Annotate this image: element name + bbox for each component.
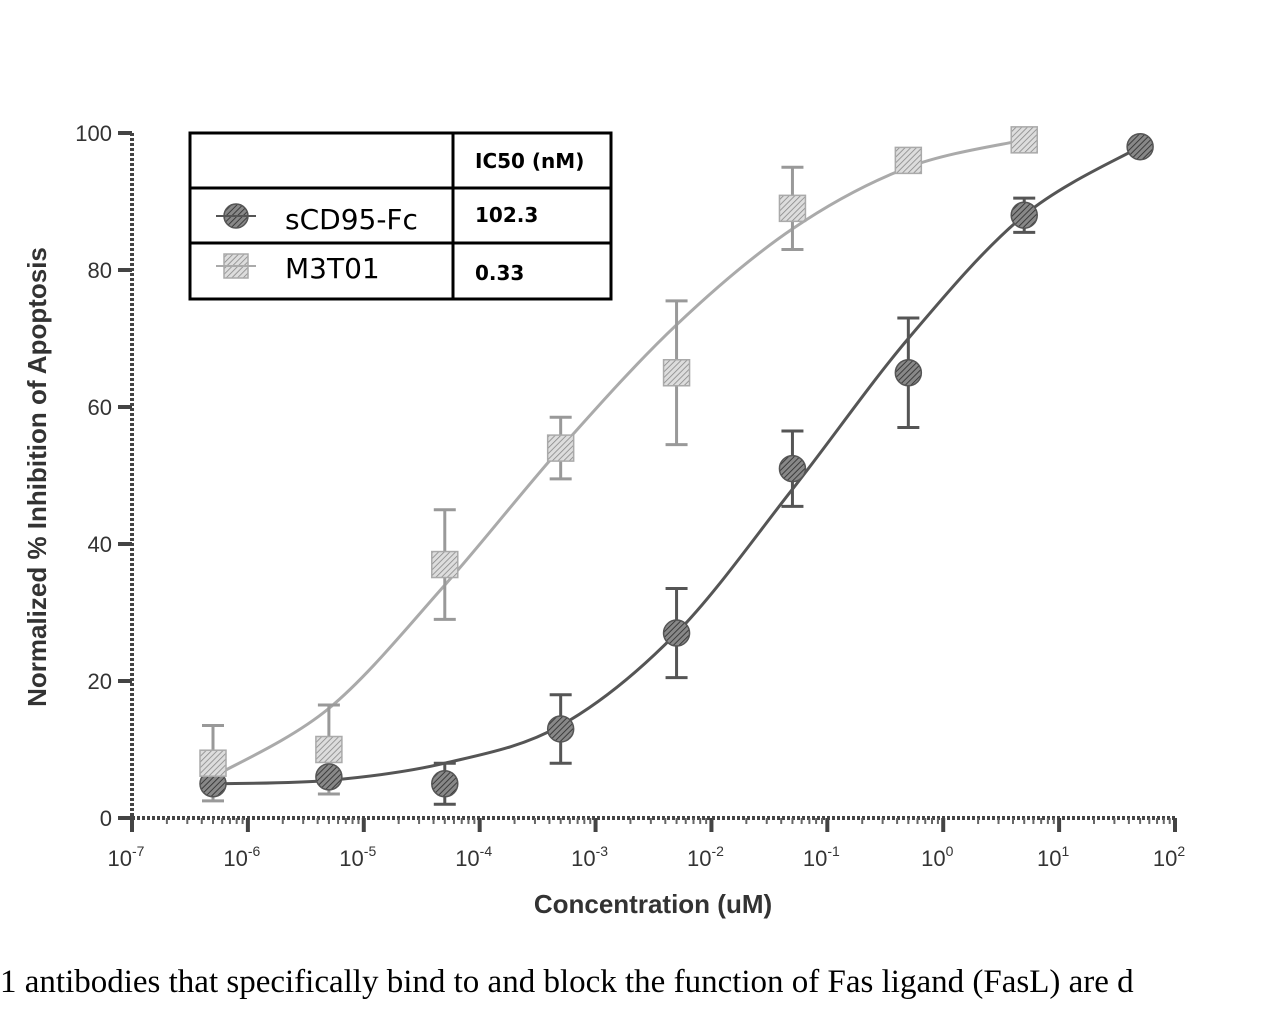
data-point-m3t01 — [664, 360, 690, 386]
x-tick-base: 10 — [108, 846, 132, 871]
data-point-m3t01 — [316, 737, 342, 763]
data-point-m3t01 — [779, 195, 805, 221]
y-tick-label: 0 — [100, 806, 112, 831]
data-point-scd95-fc — [1011, 202, 1037, 228]
legend-ic50-m3t01: 0.33 — [475, 261, 524, 285]
data-point-m3t01 — [895, 147, 921, 173]
data-point-m3t01 — [432, 552, 458, 578]
x-tick-label: 10-4 — [455, 843, 492, 871]
legend-header: IC50 (nM) — [475, 149, 584, 173]
x-tick-exponent: 1 — [1061, 843, 1069, 859]
data-point-scd95-fc — [432, 771, 458, 797]
x-tick-exponent: -7 — [132, 843, 145, 859]
x-axis-title: Concentration (uM) — [534, 889, 772, 919]
x-tick-exponent: -6 — [248, 843, 261, 859]
x-tick-label: 101 — [1037, 843, 1069, 871]
x-tick-base: 10 — [1037, 846, 1061, 871]
x-tick-base: 10 — [223, 846, 247, 871]
y-ticks: 0 20 40 60 80 100 — [75, 121, 132, 831]
data-point-m3t01 — [1011, 127, 1037, 153]
y-tick-label: 80 — [88, 258, 112, 283]
x-tick-label: 10-5 — [339, 843, 376, 871]
y-tick-label: 100 — [75, 121, 112, 146]
x-tick-base: 10 — [1153, 846, 1177, 871]
chart: 020406080100 10-710-610-510-410-310-210-… — [0, 0, 1285, 960]
caption-text: 1 antibodies that specifically bind to a… — [0, 962, 1285, 1002]
y-tick-label: 20 — [88, 669, 112, 694]
data-point-scd95-fc — [895, 360, 921, 386]
data-point-scd95-fc — [779, 456, 805, 482]
legend-label-scd95-fc: sCD95-Fc — [285, 203, 418, 236]
x-tick-exponent: -4 — [480, 843, 493, 859]
x-tick-label: 10-7 — [108, 843, 145, 871]
x-tick-base: 10 — [803, 846, 827, 871]
x-tick-exponent: -2 — [711, 843, 724, 859]
x-tick-base: 10 — [921, 846, 945, 871]
x-tick-exponent: 0 — [946, 843, 954, 859]
legend-ic50-scd95-fc: 102.3 — [475, 203, 538, 227]
x-tick-exponent: -5 — [364, 843, 377, 859]
data-point-m3t01 — [548, 435, 574, 461]
x-ticks: 10-710-610-510-410-310-210-1100101102 — [108, 818, 1186, 871]
x-tick-exponent: 2 — [1177, 843, 1185, 859]
y-axis-title: Normalized % Inhibition of Apoptosis — [22, 247, 52, 707]
data-point-m3t01 — [200, 750, 226, 776]
data-point-scd95-fc — [1127, 134, 1153, 160]
y-tick-label: 40 — [88, 532, 112, 557]
x-tick-label: 102 — [1153, 843, 1185, 871]
x-tick-label: 10-1 — [803, 843, 840, 871]
x-tick-exponent: -3 — [596, 843, 609, 859]
data-point-scd95-fc — [548, 716, 574, 742]
legend: IC50 (nM) sCD95-Fc 102.3 M3T01 0.33 — [190, 133, 611, 299]
data-point-scd95-fc — [664, 620, 690, 646]
y-tick-label: 60 — [88, 395, 112, 420]
x-tick-base: 10 — [455, 846, 479, 871]
x-tick-base: 10 — [571, 846, 595, 871]
x-tick-label: 10-2 — [687, 843, 724, 871]
x-tick-exponent: -1 — [827, 843, 840, 859]
x-tick-label: 10-3 — [571, 843, 608, 871]
x-tick-label: 100 — [921, 843, 953, 871]
x-tick-base: 10 — [687, 846, 711, 871]
x-tick-label: 10-6 — [223, 843, 260, 871]
data-point-scd95-fc — [316, 764, 342, 790]
legend-label-m3t01: M3T01 — [285, 252, 380, 285]
x-tick-base: 10 — [339, 846, 363, 871]
